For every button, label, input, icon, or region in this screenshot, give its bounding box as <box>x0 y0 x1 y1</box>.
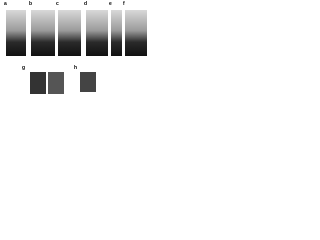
panel-label: h <box>74 65 77 71</box>
gel-a <box>6 10 26 56</box>
gel-f <box>125 10 147 56</box>
panel-label: e <box>109 1 112 7</box>
panel-label: a <box>4 1 7 7</box>
blot-h <box>80 72 96 92</box>
panel-labels: a b c d e f g h <box>4 1 125 71</box>
blot-g1 <box>30 72 46 94</box>
panel-label: g <box>22 65 25 71</box>
gel-b <box>31 10 55 56</box>
panel-label: f <box>123 1 125 7</box>
gel-panels <box>6 10 147 94</box>
gel-c <box>58 10 81 56</box>
panel-label: b <box>29 1 32 7</box>
blot-g2 <box>48 72 64 94</box>
gel-d <box>86 10 108 56</box>
panel-label: d <box>84 1 87 7</box>
figure: a b c d e f g h <box>4 1 147 94</box>
gel-e <box>111 10 122 56</box>
panel-label: c <box>56 1 59 7</box>
